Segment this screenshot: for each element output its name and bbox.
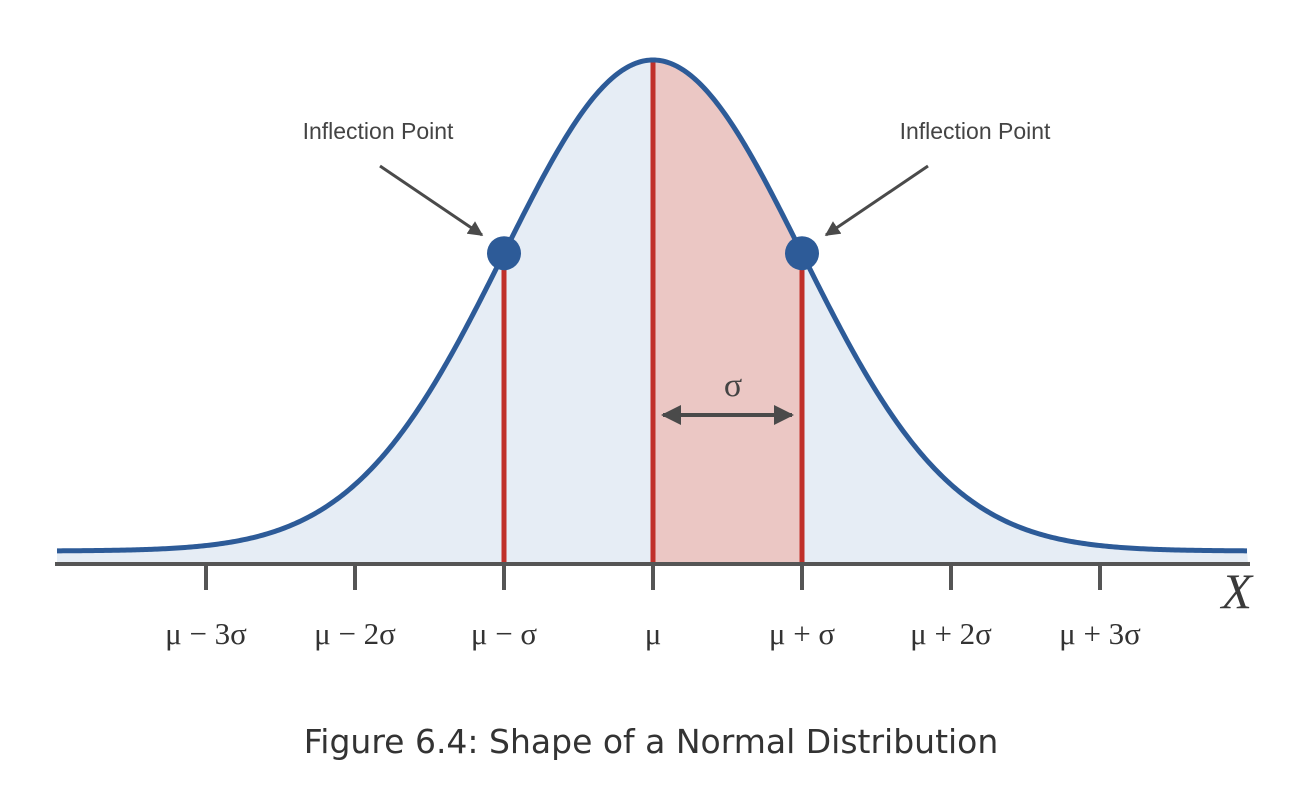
left-inflection-arrow — [379, 164, 484, 237]
left-inflection-point — [487, 236, 521, 271]
tick-label-mu-plus-sigma: μ + σ — [769, 616, 836, 651]
figure-caption: Figure 6.4: Shape of a Normal Distributi… — [303, 722, 999, 761]
normal-distribution-diagram: μ − 3σ μ − 2σ μ − σ μ μ + σ μ + 2σ μ + 3… — [55, 57, 1254, 651]
left-inflection-label: Inflection Point — [303, 118, 454, 144]
right-inflection-label: Inflection Point — [900, 118, 1051, 144]
sigma-region-fill — [653, 60, 802, 564]
normal-curve — [56, 57, 1248, 554]
tick-label-mu: μ — [645, 616, 662, 651]
tick-label-mu-minus-sigma: μ − σ — [471, 616, 538, 651]
tick-label-mu-minus-3sigma: μ − 3σ — [165, 616, 247, 651]
x-axis-name: X — [1219, 563, 1254, 619]
tick-label-mu-plus-2sigma: μ + 2σ — [910, 616, 992, 651]
right-inflection-arrow — [824, 164, 929, 237]
tick-label-mu-plus-3sigma: μ + 3σ — [1059, 616, 1141, 651]
tick-label-mu-minus-2sigma: μ − 2σ — [314, 616, 396, 651]
right-inflection-point — [785, 236, 819, 271]
sigma-label: σ — [724, 367, 742, 404]
x-axis-ticks — [204, 564, 1102, 590]
